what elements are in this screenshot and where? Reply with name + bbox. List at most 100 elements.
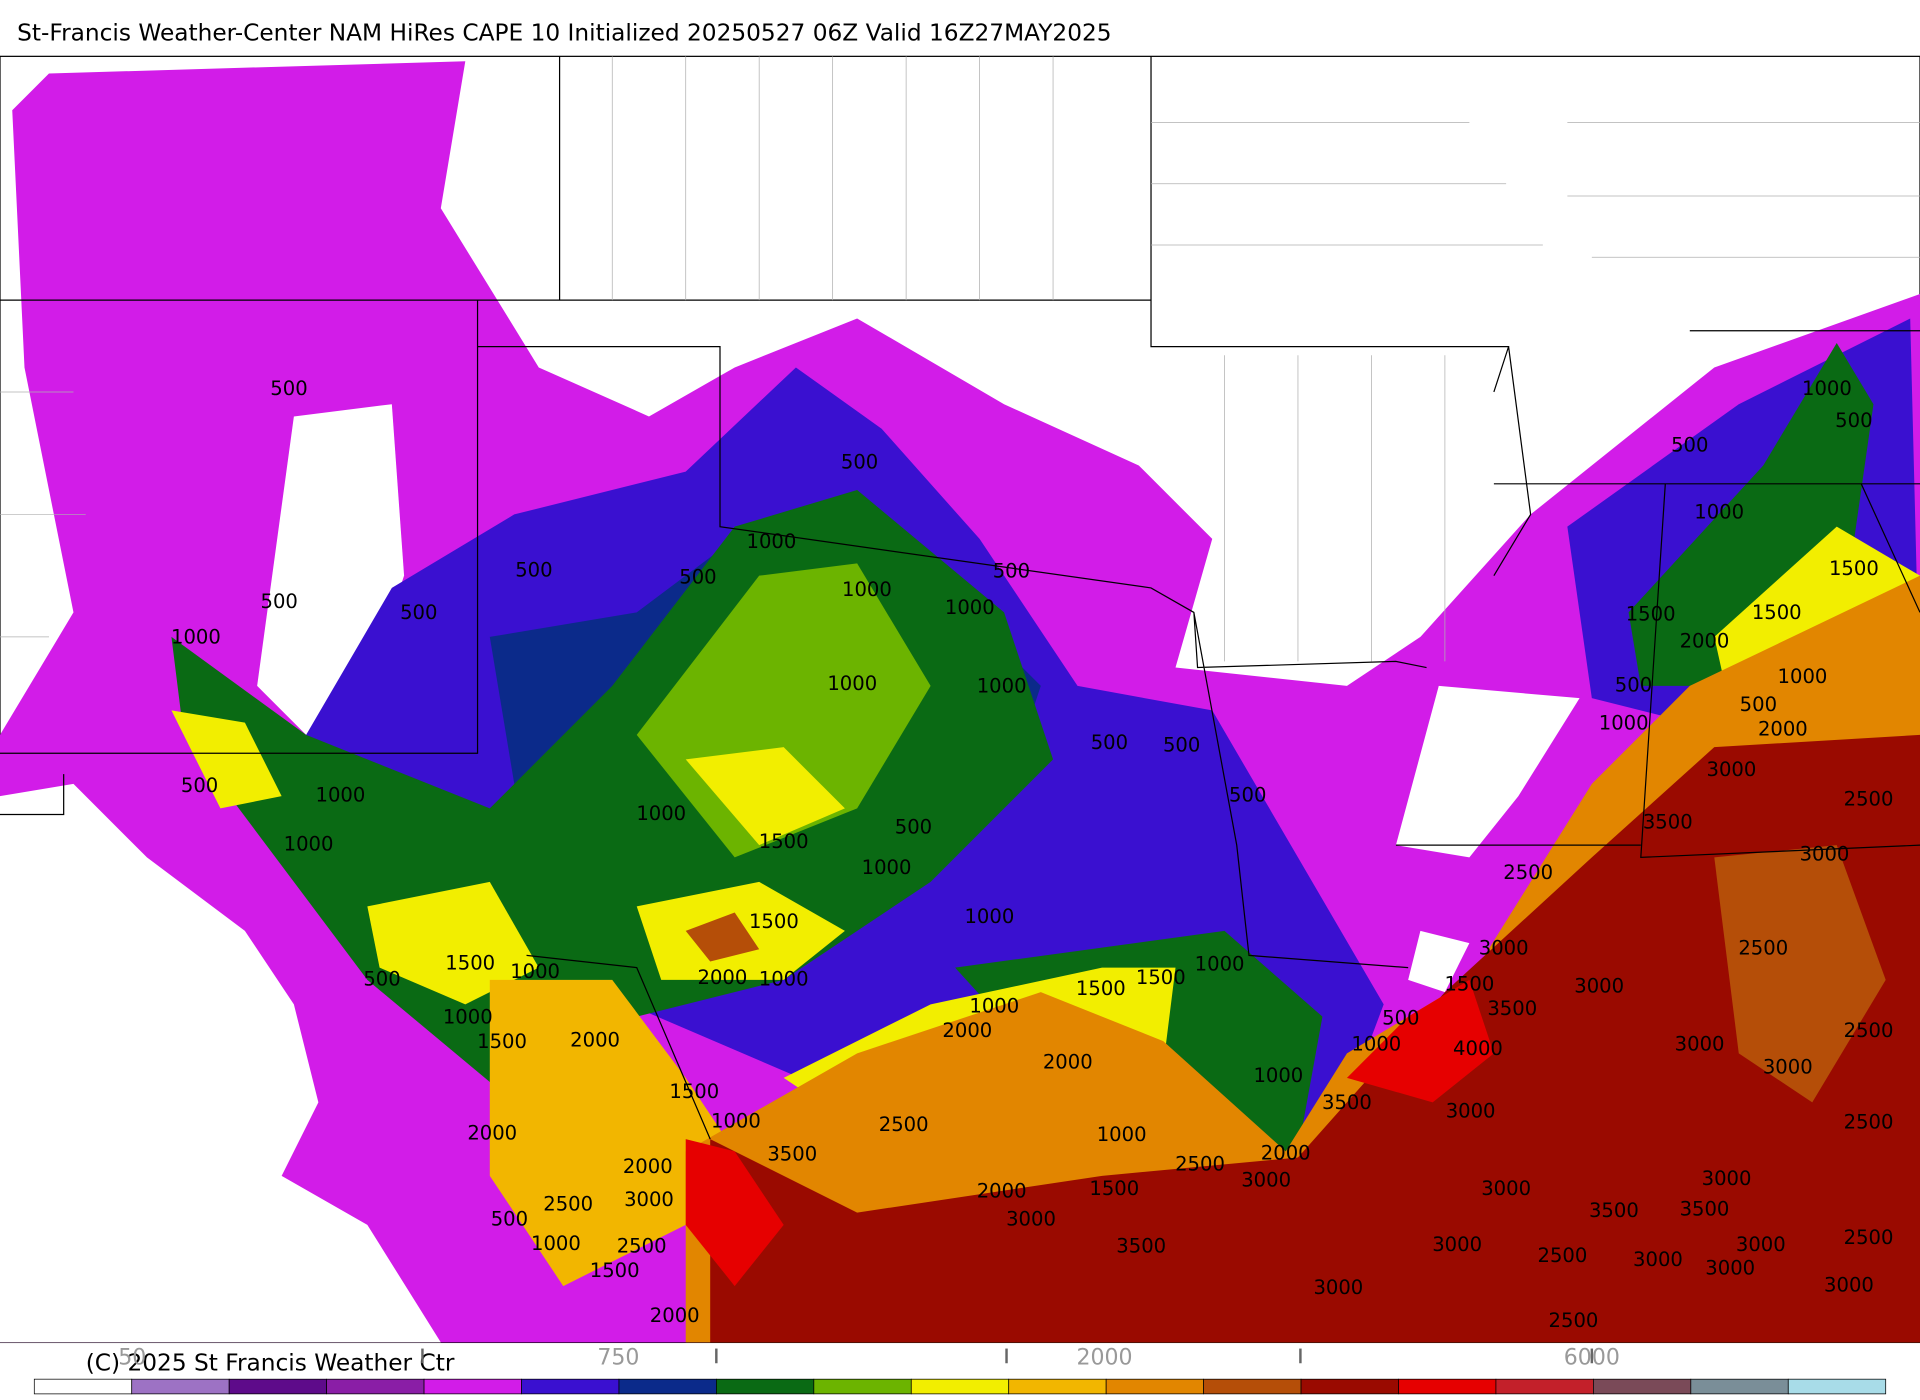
- contour-label: 1000: [842, 578, 892, 601]
- contour-label: 2000: [1043, 1051, 1093, 1074]
- contour-label: 3000: [1432, 1233, 1482, 1256]
- contour-label: 1500: [669, 1080, 719, 1103]
- contour-label: 1500: [1136, 966, 1186, 989]
- contour-label: 2500: [617, 1234, 667, 1257]
- colorbar-swatch: [1008, 1378, 1107, 1395]
- contour-label: 500: [1615, 673, 1652, 696]
- contour-label: 3000: [1736, 1233, 1786, 1256]
- colorbar-swatch: [910, 1378, 1010, 1395]
- contour-label: 1000: [862, 856, 912, 879]
- contour-label: 1500: [1089, 1177, 1139, 1200]
- contour-label: 500: [1091, 731, 1128, 754]
- contour-label: 3000: [1241, 1168, 1291, 1191]
- contour-label: 1000: [1351, 1032, 1401, 1055]
- contour-label: 1000: [315, 784, 365, 807]
- contour-label: 3000: [1479, 937, 1529, 960]
- cape-region: [1714, 845, 1886, 1103]
- contour-label: 2000: [650, 1304, 700, 1327]
- colorbar-swatch: [131, 1378, 230, 1395]
- cape-region: [489, 979, 735, 1287]
- contour-label: 1500: [477, 1030, 527, 1053]
- cape-region: [685, 747, 845, 846]
- contour-label: 1500: [1626, 602, 1676, 625]
- contour-label: 500: [515, 558, 552, 581]
- contour-label: 3500: [767, 1143, 817, 1166]
- colorbar-label: 750: [597, 1345, 639, 1370]
- contour-label: 2500: [879, 1113, 929, 1136]
- contour-label: 1000: [759, 967, 809, 990]
- contour-label: 1000: [964, 905, 1014, 928]
- contour-label: 3000: [1633, 1248, 1683, 1271]
- contour-label: 2500: [1549, 1309, 1599, 1332]
- contour-label: 4000: [1453, 1037, 1503, 1060]
- contour-label: 500: [260, 590, 297, 613]
- contour-label: 500: [993, 560, 1030, 583]
- contour-label: 1000: [827, 672, 877, 695]
- contour-label: 500: [181, 774, 218, 797]
- contour-label: 1500: [590, 1259, 640, 1282]
- contour-label: 1000: [977, 675, 1027, 698]
- contour-label: 1000: [711, 1109, 761, 1132]
- contour-label: 2500: [1844, 1111, 1894, 1134]
- colorbar-swatch: [326, 1378, 425, 1395]
- contour-label: 1000: [1599, 711, 1649, 734]
- colorbar-swatch: [813, 1378, 912, 1395]
- colorbar-swatch: [1495, 1378, 1594, 1395]
- contour-label: 1000: [747, 530, 797, 553]
- contour-label: 1000: [1778, 665, 1828, 688]
- clear-region: [1395, 685, 1580, 858]
- contour-label: 3000: [1702, 1167, 1752, 1190]
- contour-label: 1000: [531, 1232, 581, 1255]
- contour-label: 1000: [969, 994, 1019, 1017]
- contour-label: 1000: [1195, 953, 1245, 976]
- contour-label: 2500: [1175, 1152, 1225, 1175]
- contour-label: 2500: [1538, 1244, 1588, 1267]
- contour-label: 3000: [1574, 975, 1624, 998]
- contour-label: 3500: [1589, 1199, 1639, 1222]
- contour-label: 3500: [1643, 811, 1693, 834]
- contour-label: 500: [841, 450, 878, 473]
- contour-label: 3000: [1705, 1256, 1755, 1279]
- colorbar-swatch: [1593, 1378, 1692, 1395]
- contour-label: 2000: [467, 1122, 517, 1145]
- contour-label: 1000: [443, 1005, 493, 1028]
- clear-region: [0, 783, 441, 1343]
- clear-region: [1408, 930, 1470, 993]
- colorbar-swatch: [618, 1378, 717, 1395]
- contour-label: 500: [400, 601, 437, 624]
- contour-label: 3500: [1322, 1091, 1372, 1114]
- contour-label: 2500: [543, 1193, 593, 1216]
- colorbar-swatch: [1398, 1378, 1497, 1395]
- cape-region: [1346, 979, 1494, 1103]
- contour-label: 1000: [636, 802, 686, 825]
- contour-label: 1000: [1802, 377, 1852, 400]
- contour-label: 1000: [945, 596, 995, 619]
- contour-label: 2500: [1844, 787, 1894, 810]
- colorbar-swatch: [423, 1378, 522, 1395]
- contour-label: 3000: [1800, 842, 1850, 865]
- colorbar-swatch: [1300, 1378, 1399, 1395]
- colorbar-swatch: [716, 1378, 815, 1395]
- colorbar-swatch: [521, 1378, 620, 1395]
- contour-label: 1000: [1097, 1123, 1147, 1146]
- contour-label: 1500: [759, 830, 809, 853]
- contour-label: 2000: [1261, 1141, 1311, 1164]
- contour-label: 500: [491, 1207, 528, 1230]
- contour-label: 2000: [623, 1155, 673, 1178]
- contour-label: 3000: [1006, 1207, 1056, 1230]
- contour-label: 1500: [445, 951, 495, 974]
- cape-region: [685, 1139, 784, 1287]
- contour-label: 3000: [1763, 1056, 1813, 1079]
- contour-label: 500: [1229, 784, 1266, 807]
- colorbar-label: 50: [118, 1345, 146, 1370]
- contour-label: 2000: [570, 1029, 620, 1052]
- contour-label: 3000: [624, 1188, 674, 1211]
- contour-label: 500: [895, 815, 932, 838]
- colorbar: 50 750 2000 6000: [33, 1345, 1887, 1395]
- contour-label: 1500: [1829, 557, 1879, 580]
- contour-label: 1000: [284, 833, 334, 856]
- contour-label: 3500: [1487, 997, 1537, 1020]
- copyright: (C) 2025 St Francis Weather Ctr: [86, 1350, 455, 1377]
- contour-label: 1500: [1752, 601, 1802, 624]
